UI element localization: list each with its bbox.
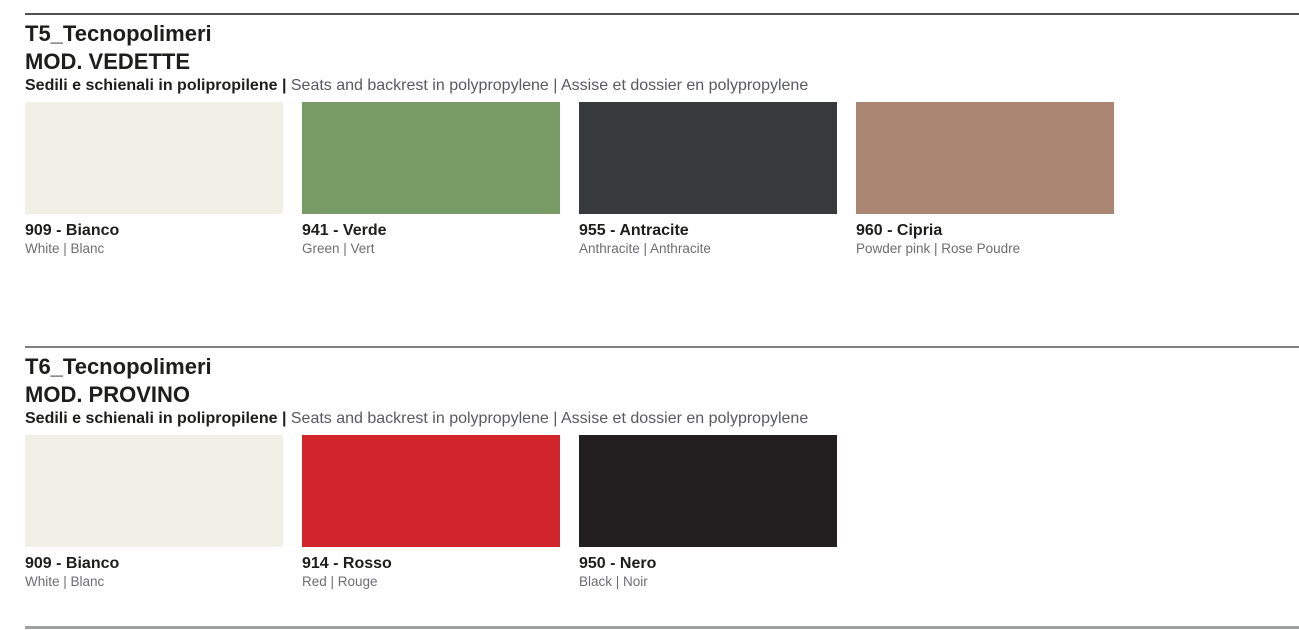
- swatch-translation: White | Blanc: [25, 574, 105, 589]
- color-swatch: [579, 102, 837, 214]
- swatch-cell: 955 - Antracite Anthracite | Anthracite: [579, 102, 837, 257]
- swatch-name: 909 - Bianco: [25, 222, 120, 239]
- swatch-translation: Black | Noir: [579, 574, 648, 589]
- material-description-italian: Sedili e schienali in polipropilene |: [25, 410, 287, 427]
- color-swatch: [302, 435, 560, 547]
- section-t5-vedette: T5_Tecnopolimeri MOD. VEDETTE Sedili e s…: [0, 20, 1299, 257]
- swatch-translation: Green | Vert: [302, 241, 375, 256]
- material-description-italian: Sedili e schienali in polipropilene |: [25, 77, 287, 94]
- swatch-translation: White | Blanc: [25, 241, 105, 256]
- model-name: MOD. PROVINO: [25, 382, 191, 407]
- material-description: Sedili e schienali in polipropilene | Se…: [25, 410, 1299, 428]
- swatch-translation: Red | Rouge: [302, 574, 378, 589]
- swatch-cell: 909 - Bianco White | Blanc: [25, 435, 283, 590]
- section-t6-provino: T6_Tecnopolimeri MOD. PROVINO Sedili e s…: [0, 353, 1299, 590]
- swatch-name: 914 - Rosso: [302, 555, 392, 572]
- color-swatch: [25, 435, 283, 547]
- material-description-translations: Seats and backrest in polypropylene | As…: [290, 77, 809, 94]
- swatch-row: 909 - Bianco White | Blanc 941 - Verde G…: [25, 102, 1299, 257]
- swatch-name: 955 - Antracite: [579, 222, 689, 239]
- color-swatch: [856, 102, 1114, 214]
- section-code: T5_Tecnopolimeri: [25, 21, 212, 46]
- divider-middle: [25, 346, 1299, 348]
- swatch-cell: 909 - Bianco White | Blanc: [25, 102, 283, 257]
- swatch-row: 909 - Bianco White | Blanc 914 - Rosso R…: [25, 435, 1299, 590]
- swatch-name: 950 - Nero: [579, 555, 657, 572]
- swatch-name: 960 - Cipria: [856, 222, 943, 239]
- swatch-cell: 941 - Verde Green | Vert: [302, 102, 560, 257]
- swatch-translation: Anthracite | Anthracite: [579, 241, 711, 256]
- swatch-translation: Powder pink | Rose Poudre: [856, 241, 1021, 256]
- material-description: Sedili e schienali in polipropilene | Se…: [25, 77, 1299, 95]
- color-swatch: [302, 102, 560, 214]
- swatch-cell: 914 - Rosso Red | Rouge: [302, 435, 560, 590]
- divider-bottom: [25, 626, 1299, 629]
- swatch-cell: 960 - Cipria Powder pink | Rose Poudre: [856, 102, 1114, 257]
- color-swatch: [25, 102, 283, 214]
- swatch-cell: 950 - Nero Black | Noir: [579, 435, 837, 590]
- material-description-translations: Seats and backrest in polypropylene | As…: [290, 410, 809, 427]
- divider-top: [25, 13, 1299, 15]
- swatch-name: 909 - Bianco: [25, 555, 120, 572]
- model-name: MOD. VEDETTE: [25, 49, 191, 74]
- swatch-name: 941 - Verde: [302, 222, 387, 239]
- section-code: T6_Tecnopolimeri: [25, 354, 212, 379]
- color-swatch: [579, 435, 837, 547]
